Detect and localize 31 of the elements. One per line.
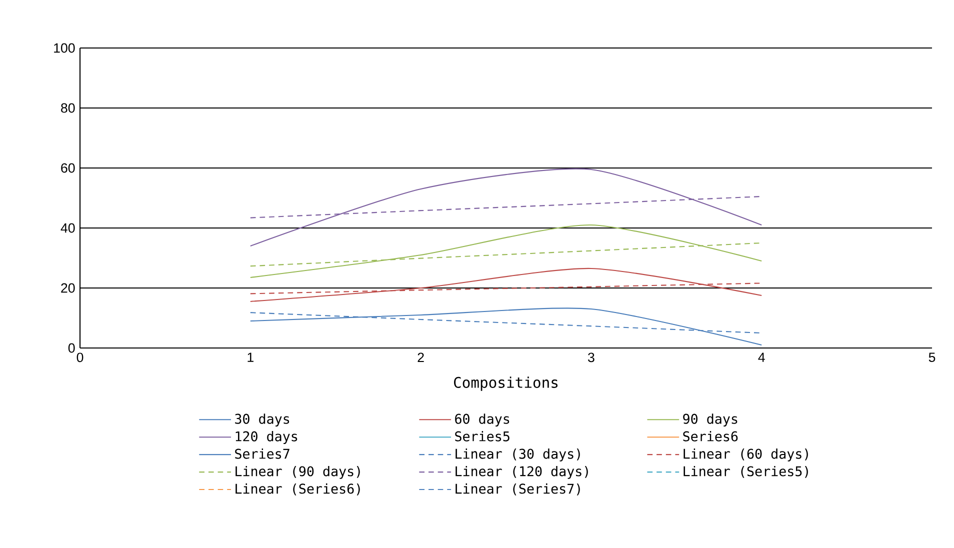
line-series bbox=[250, 308, 762, 346]
x-tick-label: 5 bbox=[928, 352, 936, 362]
y-tick-label: 20 bbox=[61, 283, 75, 293]
legend-label: Linear (90 days) bbox=[236, 466, 360, 479]
legend-label: 60 days bbox=[455, 414, 510, 426]
legend-label: Linear (Series6) bbox=[236, 483, 360, 496]
x-tick-label: 1 bbox=[248, 352, 254, 362]
x-tick-label: 4 bbox=[758, 352, 765, 362]
legend-label: Series7 bbox=[235, 448, 290, 459]
y-tick-label: 40 bbox=[60, 223, 75, 233]
legend-label: 90 days bbox=[683, 414, 738, 426]
line-series bbox=[250, 224, 762, 278]
legend-label: Linear (30 days) bbox=[456, 448, 580, 462]
y-tick-label: 80 bbox=[61, 103, 75, 113]
y-tick-label: 60 bbox=[61, 163, 75, 173]
legend-label: 30 days bbox=[235, 414, 290, 426]
legend-label: Linear (Series7) bbox=[456, 483, 580, 496]
legend-label: Linear (120 days) bbox=[456, 466, 588, 479]
line-series bbox=[250, 168, 762, 247]
legend-label: Linear (60 days) bbox=[684, 448, 808, 462]
legend-label: Series6 bbox=[683, 431, 738, 442]
legend-label: Linear (Series5) bbox=[684, 466, 808, 478]
x-tick-label: 2 bbox=[418, 352, 424, 362]
line-series bbox=[250, 268, 762, 302]
x-tick-label: 3 bbox=[588, 352, 594, 362]
x-tick-label: 0 bbox=[76, 352, 84, 362]
x-axis-title: Compositions bbox=[454, 376, 558, 391]
y-tick-label: 0 bbox=[68, 343, 75, 353]
legend-label: 120 days bbox=[236, 431, 298, 444]
legend-label: Series5 bbox=[455, 431, 510, 442]
y-tick-label: 100 bbox=[54, 43, 75, 53]
